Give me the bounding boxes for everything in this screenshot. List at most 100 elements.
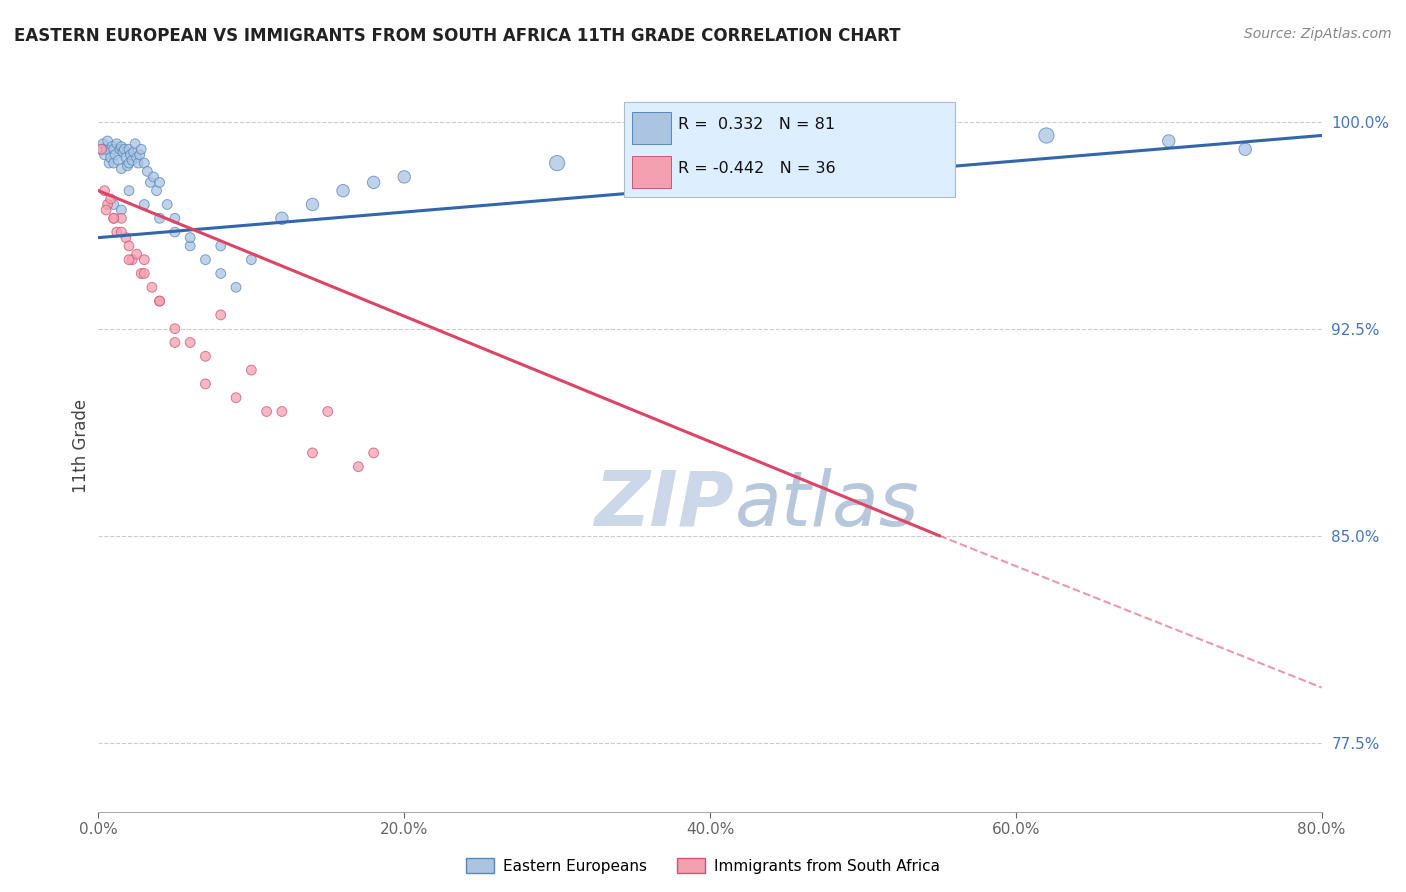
Point (225, 280, 247, 294)
Point (94, 202, 117, 217)
Point (110, 202, 132, 217)
Text: ZIP: ZIP (595, 467, 734, 541)
Point (852, 136, 875, 151)
Point (134, 156, 156, 170)
Legend: Eastern Europeans, Immigrants from South Africa: Eastern Europeans, Immigrants from South… (460, 852, 946, 880)
Point (194, 376, 217, 391)
Point (156, 197, 179, 211)
Point (163, 335, 186, 350)
Point (129, 142, 152, 156)
Point (105, 225, 128, 239)
Point (100, 192, 122, 206)
Text: Source: ZipAtlas.com: Source: ZipAtlas.com (1244, 27, 1392, 41)
Point (115, 230, 138, 244)
Point (149, 175, 172, 189)
Point (194, 252, 217, 267)
Point (110, 225, 132, 239)
Point (134, 252, 156, 267)
Point (852, 873, 875, 888)
Point (91, 136, 114, 151)
Point (136, 164, 159, 178)
Point (93, 184, 115, 198)
Text: R =  0.332   N = 81: R = 0.332 N = 81 (678, 117, 835, 132)
Point (332, 184, 354, 198)
Point (209, 267, 232, 281)
Point (145, 184, 167, 198)
Point (105, 136, 128, 151)
Point (103, 197, 125, 211)
Point (270, 211, 294, 226)
Point (209, 239, 232, 253)
FancyBboxPatch shape (624, 103, 955, 197)
Point (112, 142, 135, 156)
Text: atlas: atlas (734, 467, 920, 541)
Point (103, 142, 125, 156)
Point (1035, 128, 1057, 143)
Point (142, 169, 165, 184)
Point (103, 211, 125, 226)
Point (179, 335, 201, 350)
Point (110, 211, 132, 226)
Point (110, 161, 132, 176)
FancyBboxPatch shape (631, 155, 671, 188)
Point (149, 294, 172, 309)
Point (103, 156, 125, 170)
Point (363, 446, 385, 460)
Point (121, 153, 143, 168)
Point (90, 142, 112, 156)
Point (347, 459, 370, 474)
Point (149, 211, 172, 226)
Point (134, 197, 156, 211)
Point (128, 148, 150, 162)
Point (118, 142, 141, 156)
Point (1234, 142, 1257, 156)
Point (392, 169, 416, 184)
Point (125, 247, 148, 261)
Point (107, 153, 129, 168)
Point (163, 321, 186, 335)
Point (115, 151, 138, 165)
Point (194, 349, 217, 363)
Point (97, 134, 120, 148)
Point (163, 211, 186, 226)
Point (129, 267, 152, 281)
Point (120, 148, 142, 162)
FancyBboxPatch shape (631, 112, 671, 144)
Point (110, 139, 132, 153)
Point (179, 230, 201, 244)
Point (209, 308, 232, 322)
Point (546, 156, 568, 170)
Point (256, 404, 278, 418)
Point (108, 142, 131, 156)
Text: EASTERN EUROPEAN VS IMMIGRANTS FROM SOUTH AFRICA 11TH GRADE CORRELATION CHART: EASTERN EUROPEAN VS IMMIGRANTS FROM SOUT… (14, 27, 901, 45)
Point (301, 446, 323, 460)
Text: R = -0.442   N = 36: R = -0.442 N = 36 (678, 161, 835, 176)
Point (122, 145, 145, 159)
Point (117, 159, 139, 173)
Point (98, 156, 121, 170)
Point (270, 404, 294, 418)
Point (149, 294, 172, 309)
Point (363, 175, 385, 189)
Point (127, 156, 149, 170)
Point (139, 175, 162, 189)
Point (111, 145, 134, 159)
Point (118, 184, 141, 198)
Point (118, 252, 141, 267)
Point (118, 156, 141, 170)
Point (94, 142, 117, 156)
Point (101, 139, 124, 153)
Point (1157, 134, 1180, 148)
Point (121, 252, 143, 267)
Point (97, 197, 120, 211)
Point (124, 136, 146, 151)
Point (240, 363, 263, 377)
Y-axis label: 11th Grade: 11th Grade (72, 399, 90, 493)
Point (125, 151, 148, 165)
Point (103, 211, 125, 226)
Point (141, 280, 163, 294)
Point (93, 148, 115, 162)
Point (240, 252, 263, 267)
Point (179, 239, 201, 253)
Point (118, 239, 141, 253)
